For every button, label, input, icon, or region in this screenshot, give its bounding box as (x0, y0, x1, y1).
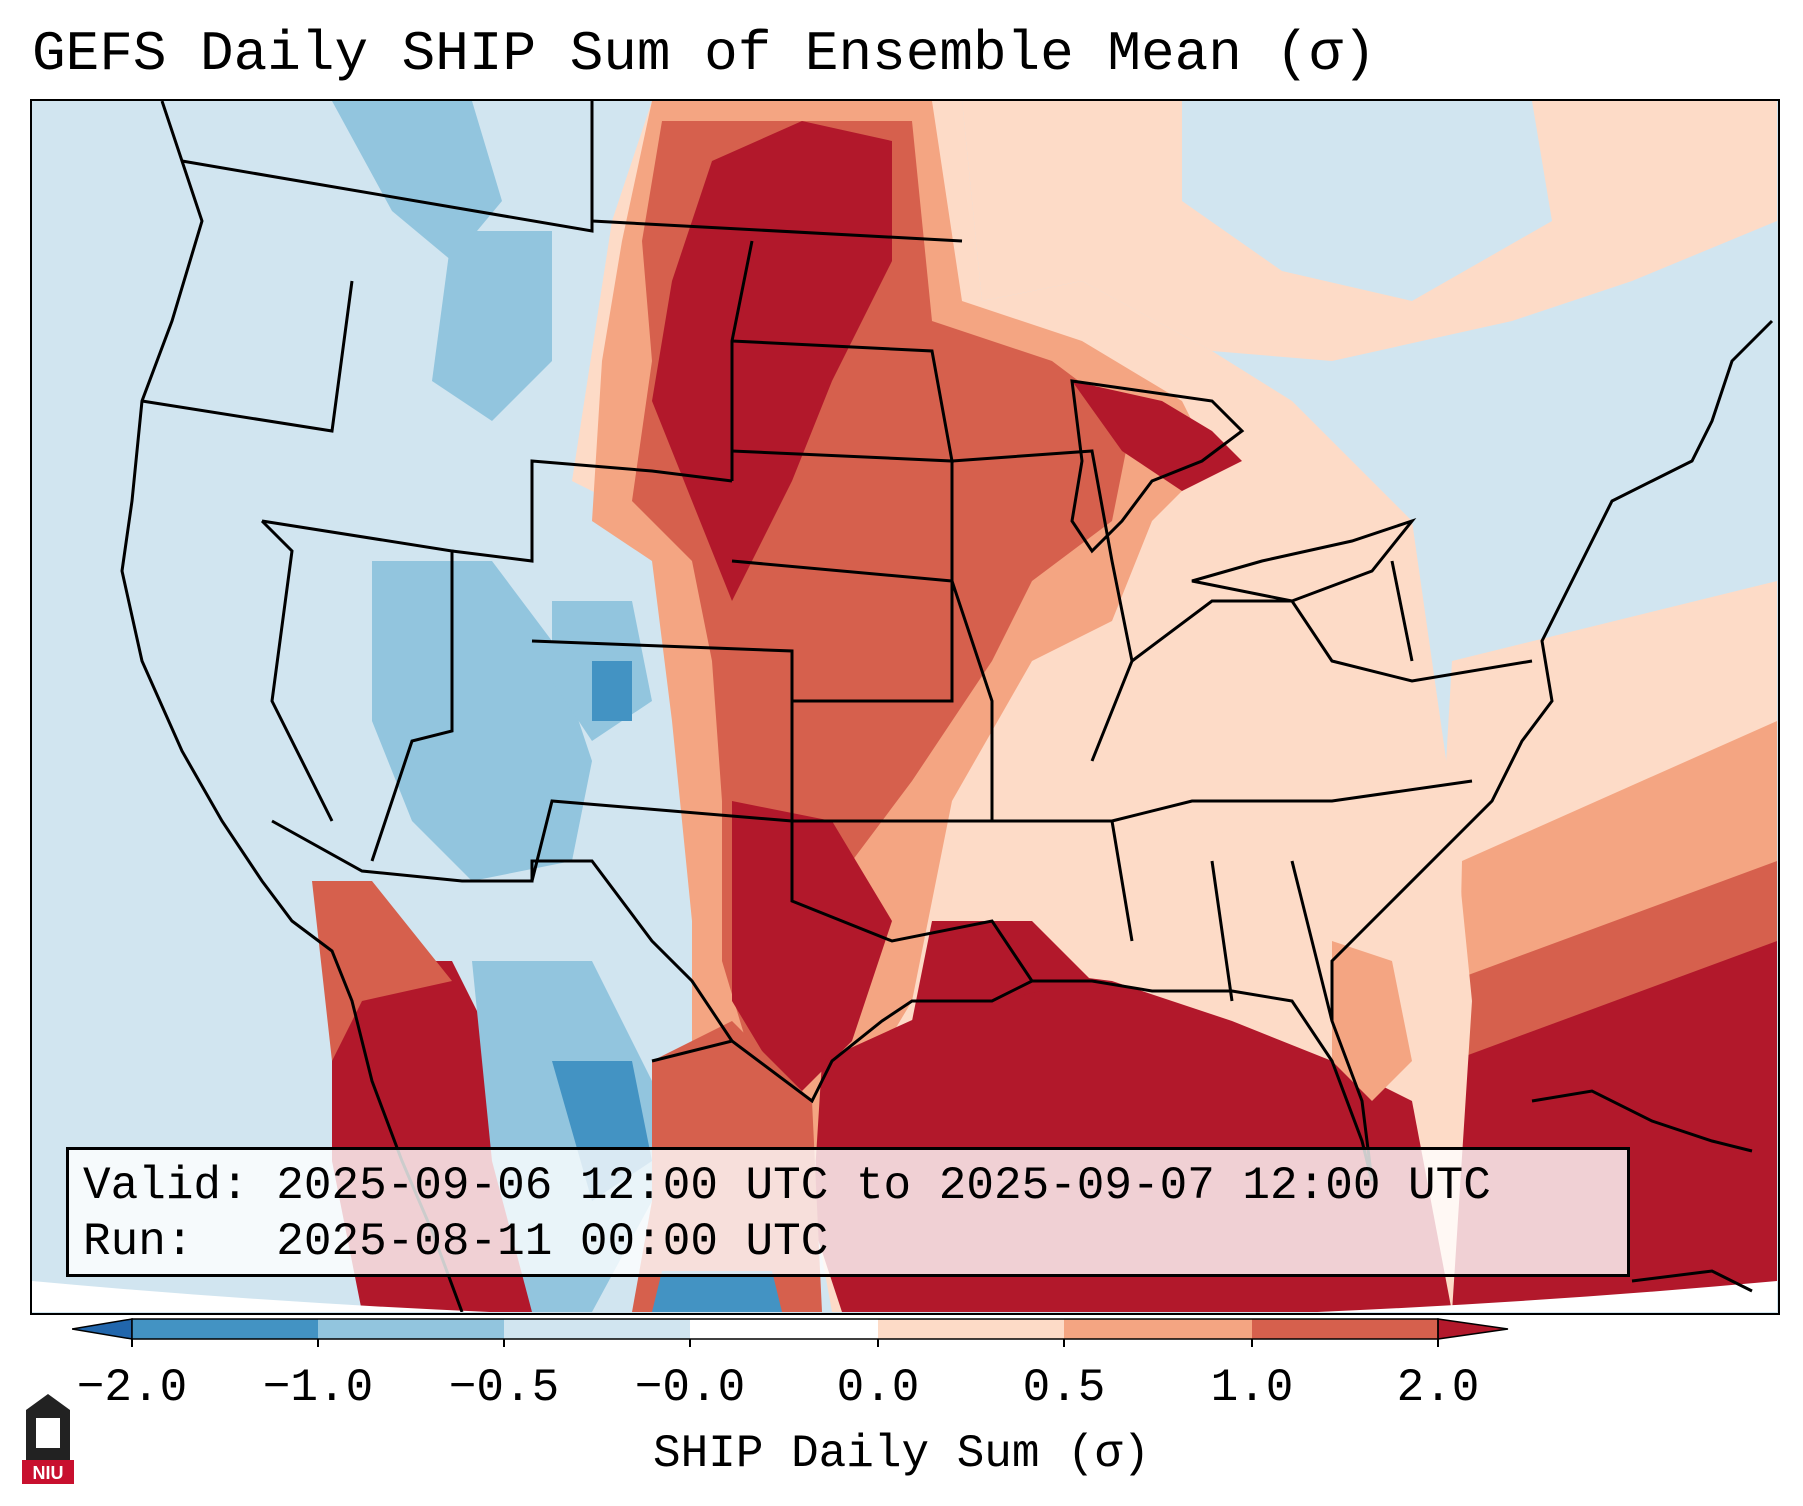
field-region-bottom-medblue (652, 1271, 782, 1312)
state-line-tn-nc (1111, 779, 1473, 823)
colorbar-tick-label: −1.0 (262, 1362, 374, 1414)
colorbar-segment (1252, 1319, 1438, 1339)
boundaries (120, 101, 1774, 1312)
colorbar-outline (131, 1318, 1439, 1340)
cuba-outline (1531, 1089, 1753, 1153)
colorbar-title: SHIP Daily Sum (σ) (653, 1428, 1150, 1480)
state-line-wy (451, 459, 733, 563)
east-coastline (1330, 319, 1774, 1182)
state-line-or-wa (141, 280, 354, 433)
run-label: Run: (83, 1216, 194, 1268)
colorbar-tick-label: 1.0 (1210, 1362, 1294, 1414)
field-region-texas-darkred (732, 801, 892, 1101)
canada-border-plains (591, 219, 963, 243)
colorbar-extend-max (1437, 1318, 1509, 1340)
field-region-louisiana-darkred (912, 921, 1092, 1021)
mexico-border (271, 819, 734, 1042)
run-value: 2025-08-11 00:00 UTC (276, 1216, 829, 1268)
state-line-pa (1390, 560, 1414, 662)
valid-run-info-box: Valid: 2025-09-06 12:00 UTC to 2025-09-0… (66, 1147, 1630, 1277)
colorbar-extend-min (72, 1318, 133, 1340)
field-region-idaho-blue (332, 101, 502, 261)
state-line-nv-ut-az (261, 519, 454, 862)
ship-map (32, 101, 1777, 1312)
colorbar-tick-label: −0.0 (634, 1362, 746, 1414)
valid-label: Valid: (83, 1160, 249, 1212)
colorbar-segment (504, 1319, 690, 1339)
field-region-colorado-medblue (592, 661, 632, 721)
field-region-quebec-blue (1182, 101, 1552, 301)
colorbar-segment (132, 1319, 318, 1339)
state-line-ms-al (1210, 860, 1234, 1002)
colorbar-segment (878, 1319, 1064, 1339)
field-region-dakotas-darkred (652, 121, 892, 601)
map-panel (30, 99, 1780, 1315)
logo-banner (22, 1460, 74, 1484)
state-line-ne-ks (731, 559, 954, 703)
colorbar-tick-label: −0.5 (448, 1362, 560, 1414)
outside-domain (32, 1281, 1777, 1312)
colorbar-tick-label: 0.0 (836, 1362, 920, 1414)
colorbar-tick-label: 0.5 (1022, 1362, 1106, 1414)
state-line-ok-tx (790, 461, 1034, 982)
hispaniola-outline (1631, 1269, 1753, 1293)
lake-michigan-huron (1070, 379, 1245, 554)
valid-value: 2025-09-06 12:00 UTC to 2025-09-07 12:00… (276, 1160, 1491, 1212)
colorbar-segment (318, 1319, 504, 1339)
colorbar (72, 1318, 1509, 1347)
state-line-oh-valley (1131, 599, 1533, 683)
field-region-sonora-red (312, 881, 452, 1061)
caribbean (1531, 1089, 1753, 1293)
field-region-montana-blue (432, 231, 552, 421)
canada-border-west (181, 101, 594, 233)
niu-logo: NIU (22, 1394, 74, 1484)
logo-text: NIU (33, 1463, 64, 1483)
colorbar-segment (1064, 1319, 1252, 1339)
state-line-nv-ca (260, 519, 334, 822)
colorbar-tick-label: 2.0 (1396, 1362, 1480, 1414)
page-title: GEFS Daily SHIP Sum of Ensemble Mean (σ) (32, 22, 1377, 86)
state-line-ia-mo (951, 449, 1134, 762)
state-line-al-ga (1290, 860, 1334, 1022)
colorbar-segment (690, 1319, 878, 1339)
west-coastline (120, 101, 464, 1312)
colorbar-tick-label: −2.0 (76, 1362, 188, 1414)
logo-window (36, 1418, 60, 1448)
state-line-sd (731, 339, 954, 463)
field-region-florida-salmon (1332, 941, 1412, 1101)
